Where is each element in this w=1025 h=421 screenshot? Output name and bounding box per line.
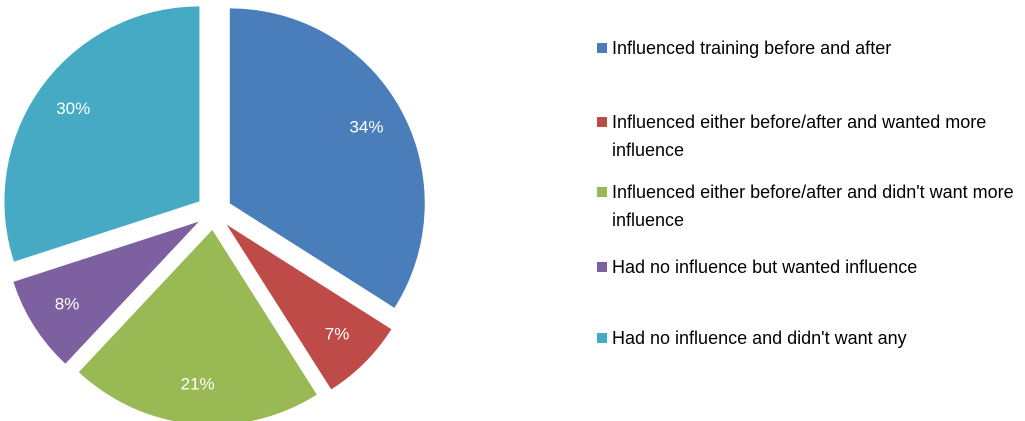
data-label: 21% [181,375,215,394]
legend-swatch [597,262,607,272]
pie-slice [13,221,199,364]
legend-item: Influenced either before/after and wante… [597,108,1025,164]
legend-item: Had no influence but wanted influence [597,253,1025,281]
pie-slice [4,6,200,262]
legend-label: Influenced either before/after and wante… [612,112,987,160]
legend-label: Influenced training before and after [612,38,892,58]
legend-item: Had no influence and didn't want any [597,324,1025,352]
data-label: 7% [325,325,350,344]
legend-swatch [597,333,607,343]
pie: 34% 7% 21% 8% 30% [4,6,425,421]
legend-swatch [597,43,607,53]
pie-slice [229,8,425,308]
data-label: 30% [56,99,90,118]
legend-label: Had no influence and didn't want any [612,328,907,348]
legend-item: Influenced either before/after and didn'… [597,178,1025,234]
legend-label: Influenced either before/after and didn'… [612,182,1014,230]
data-label: 34% [349,118,383,137]
legend-swatch [597,187,607,197]
pie-slice [78,229,317,421]
legend-label: Had no influence but wanted influence [612,257,918,277]
legend-swatch [597,117,607,127]
pie-slice [226,224,392,390]
legend-item: Influenced training before and after [597,34,1025,62]
data-label: 8% [55,295,80,314]
